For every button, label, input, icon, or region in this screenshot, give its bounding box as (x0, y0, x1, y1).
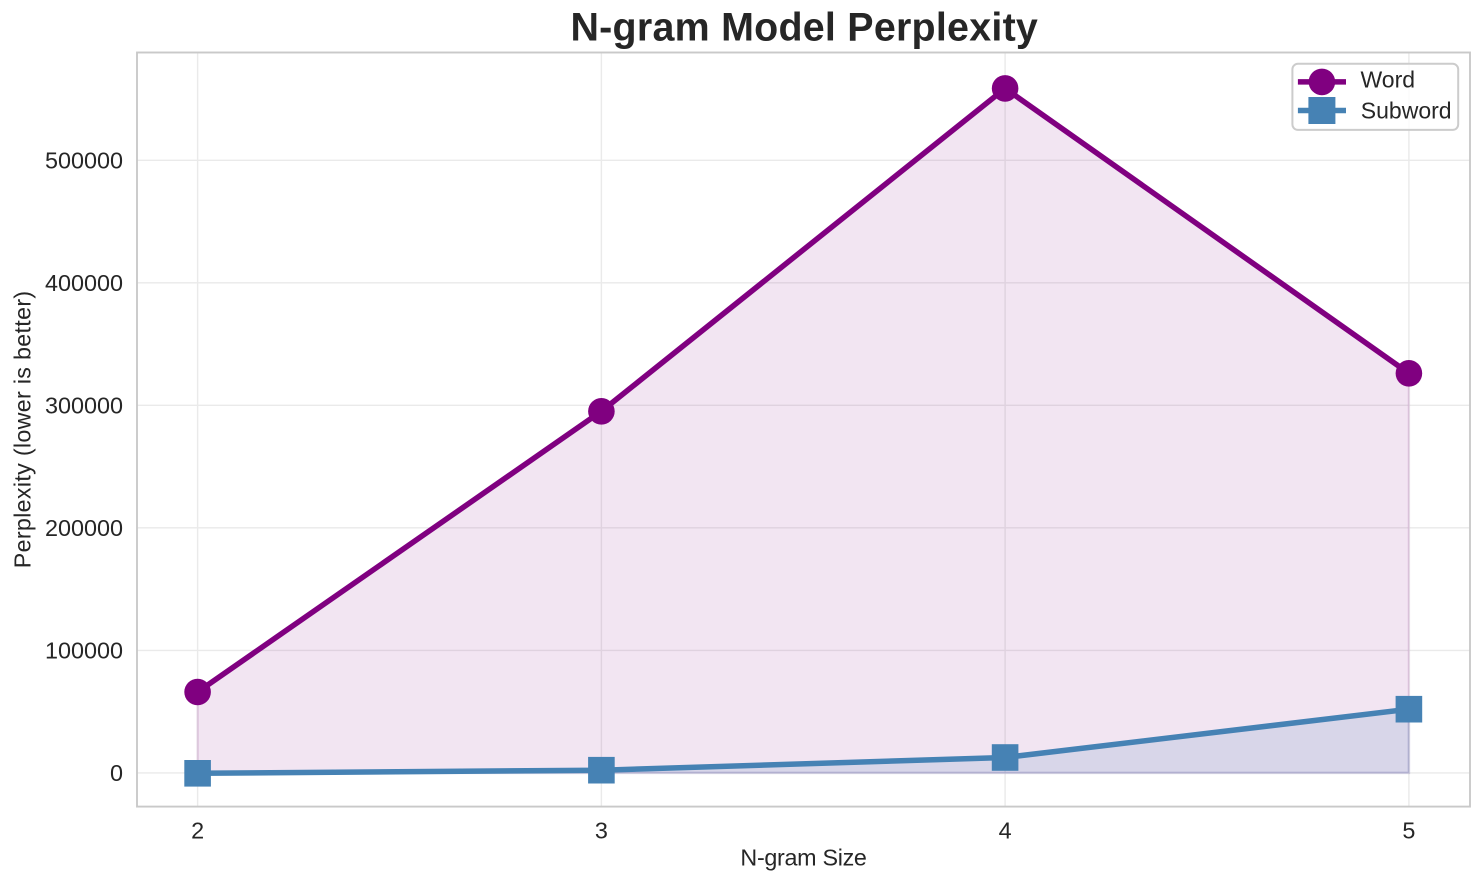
svg-text:0: 0 (110, 760, 123, 786)
svg-text:300000: 300000 (45, 392, 123, 418)
svg-text:N-gram Size: N-gram Size (740, 845, 866, 871)
svg-text:200000: 200000 (45, 515, 123, 541)
svg-text:3: 3 (595, 817, 608, 843)
svg-text:2: 2 (191, 817, 204, 843)
svg-text:500000: 500000 (45, 147, 123, 173)
svg-text:4: 4 (999, 817, 1012, 843)
svg-text:Word: Word (1361, 67, 1416, 93)
svg-text:400000: 400000 (45, 270, 123, 296)
svg-text:N-gram Model Perplexity: N-gram Model Perplexity (570, 6, 1038, 50)
svg-text:100000: 100000 (45, 638, 123, 664)
svg-text:Subword: Subword (1361, 98, 1452, 124)
svg-text:Perplexity (lower is better): Perplexity (lower is better) (10, 291, 36, 569)
svg-text:5: 5 (1402, 817, 1415, 843)
